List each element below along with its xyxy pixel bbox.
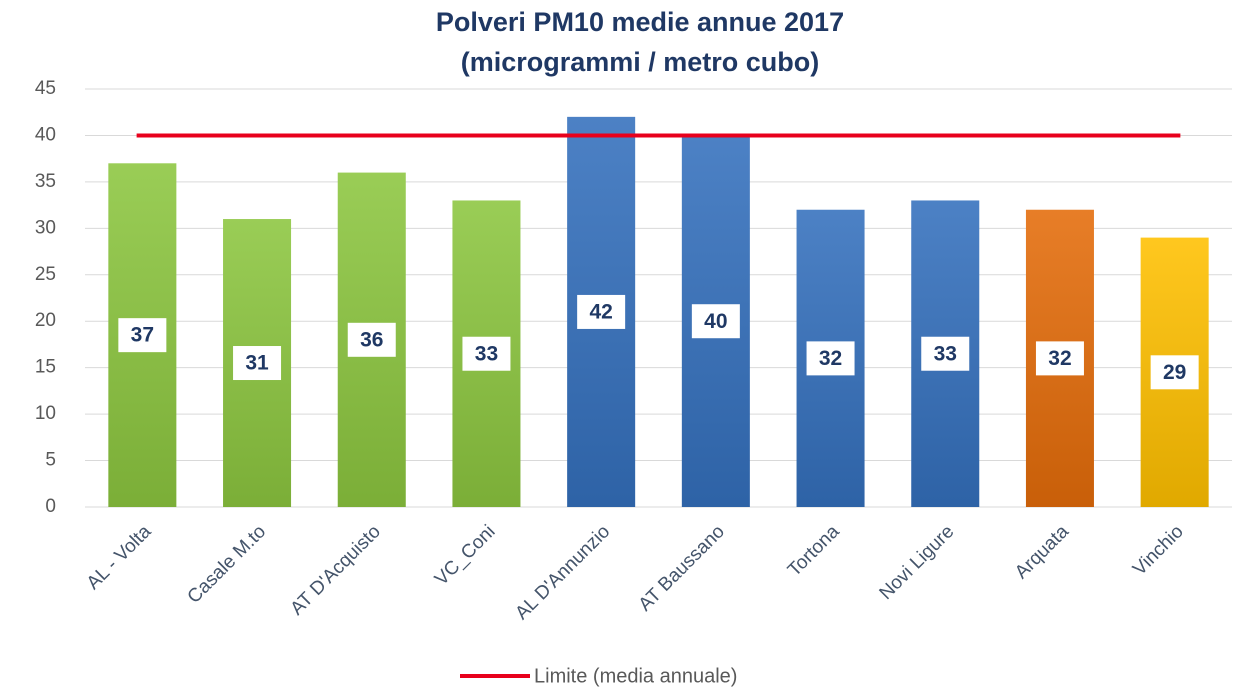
data-label-box: [577, 294, 626, 329]
x-tick-label: AL - Volta: [83, 521, 156, 594]
x-tick-label: Vinchio: [1129, 521, 1188, 580]
x-tick-label: AT Baussano: [635, 521, 729, 615]
y-tick-label: 5: [45, 450, 56, 471]
data-label-box: [462, 336, 511, 371]
data-label-box: [1035, 341, 1084, 376]
legend-label: Limite (media annuale): [534, 665, 737, 687]
x-tick-label: VC_Coni: [431, 521, 500, 590]
data-label: 37: [131, 324, 154, 347]
y-tick-label: 20: [35, 310, 56, 331]
data-label: 33: [934, 342, 957, 365]
x-tick-label: Arquata: [1011, 521, 1073, 583]
data-label: 32: [819, 347, 842, 370]
chart-title: Polveri PM10 medie annue 2017: [436, 7, 844, 37]
x-tick-label: AT D'Acquisto: [287, 521, 385, 619]
data-label-box: [233, 346, 282, 381]
data-label: 40: [704, 310, 727, 333]
y-tick-label: 30: [35, 217, 56, 238]
data-label: 31: [245, 352, 269, 375]
data-label-box: [118, 318, 167, 353]
y-tick-label: 35: [35, 171, 56, 192]
chart-subtitle: (microgrammi / metro cubo): [461, 47, 820, 77]
data-label-box: [347, 322, 396, 357]
y-tick-label: 10: [35, 403, 56, 424]
y-tick-label: 25: [35, 264, 56, 285]
x-tick-label: Novi Ligure: [876, 521, 959, 604]
data-label: 36: [360, 328, 383, 351]
y-tick-label: 40: [35, 124, 56, 145]
data-label-box: [691, 304, 740, 339]
data-label: 32: [1048, 347, 1071, 370]
x-tick-label: Casale M.to: [184, 521, 271, 608]
data-label-box: [1150, 355, 1199, 390]
data-label-box: [806, 341, 855, 376]
x-tick-label: Tortona: [784, 521, 844, 581]
data-label: 29: [1163, 361, 1186, 384]
x-tick-label: AL D'Annunzio: [511, 521, 614, 624]
data-label-box: [921, 336, 970, 371]
y-tick-label: 45: [35, 78, 56, 99]
data-label: 42: [589, 300, 612, 323]
y-tick-label: 0: [45, 496, 56, 517]
y-tick-label: 15: [35, 357, 56, 378]
data-label: 33: [475, 342, 498, 365]
